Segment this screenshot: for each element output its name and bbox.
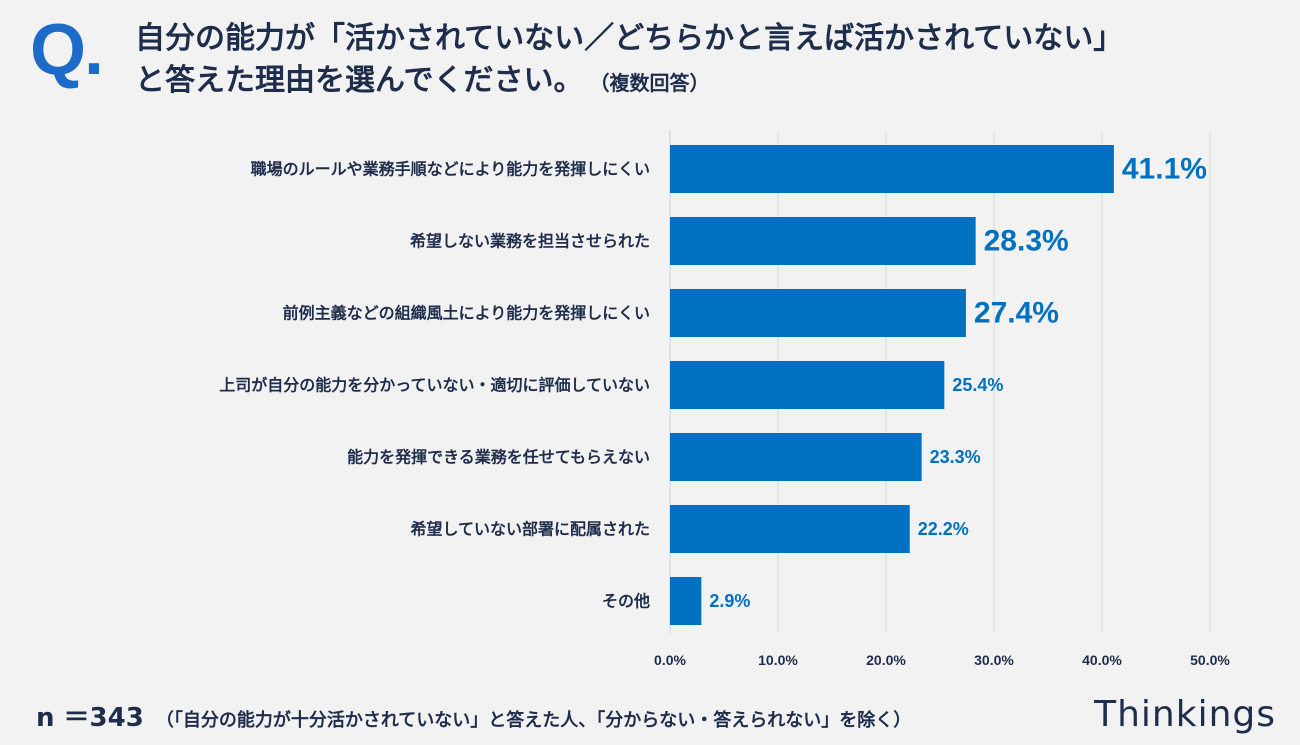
title-line-2: と答えた理由を選んでください。 （複数回答） — [135, 63, 710, 98]
category-label: その他 — [602, 592, 650, 611]
value-label: 25.4% — [952, 375, 1003, 395]
x-tick-label: 0.0% — [654, 652, 686, 668]
bar — [670, 217, 976, 265]
bar — [670, 505, 910, 553]
x-tick-label: 50.0% — [1190, 652, 1230, 668]
value-label: 28.3% — [984, 225, 1069, 258]
category-label: 希望していない部署に配属された — [410, 520, 650, 539]
value-label: 23.3% — [930, 447, 981, 467]
question-mark: Q. — [30, 10, 104, 90]
bar — [670, 145, 1114, 193]
bar-chart: 職場のルールや業務手順などにより能力を発揮しにくい 41.1% 希望しない業務を担当… — [219, 130, 1230, 668]
category-label: 前例主義などの組織風土により能力を発揮しにくい — [283, 304, 650, 323]
bar — [670, 361, 945, 409]
bar — [670, 289, 966, 337]
brand-logo: Thinkings — [1094, 694, 1276, 735]
footer-note: n ＝343 （「自分の能力が十分活かされていない」と答えた人、「分からない・答え… — [36, 700, 911, 739]
category-label: 能力を発揮できる業務を任せてもらえない — [347, 448, 650, 467]
title-note: （複数回答） — [599, 71, 710, 95]
sample-size: n ＝343 — [36, 703, 144, 733]
value-label: 22.2% — [918, 519, 969, 539]
x-tick-label: 40.0% — [1082, 652, 1122, 668]
category-label: 職場のルールや業務手順などにより能力を発揮しにくい — [251, 160, 650, 179]
bar — [670, 433, 922, 481]
x-tick-label: 10.0% — [758, 652, 798, 668]
value-label: 2.9% — [709, 591, 750, 611]
value-label: 27.4% — [974, 297, 1059, 330]
x-tick-label: 20.0% — [866, 652, 906, 668]
value-label: 41.1% — [1122, 153, 1207, 186]
bar — [670, 577, 702, 625]
sample-condition: （「自分の能力が十分活かされていない」と答えた人、「分からない・答えられない」を… — [155, 710, 912, 731]
title-line-1: 自分の能力が「活かされていない／どちらかと言えば活かされていない」 — [135, 21, 1124, 56]
category-label: 希望しない業務を担当させられた — [410, 232, 650, 251]
category-label: 上司が自分の能力を分かっていない・適切に評価していない — [219, 376, 650, 395]
question-title: 自分の能力が「活かされていない／どちらかと言えば活かされていない」 と答えた理由… — [135, 18, 1123, 104]
x-tick-label: 30.0% — [974, 652, 1014, 668]
